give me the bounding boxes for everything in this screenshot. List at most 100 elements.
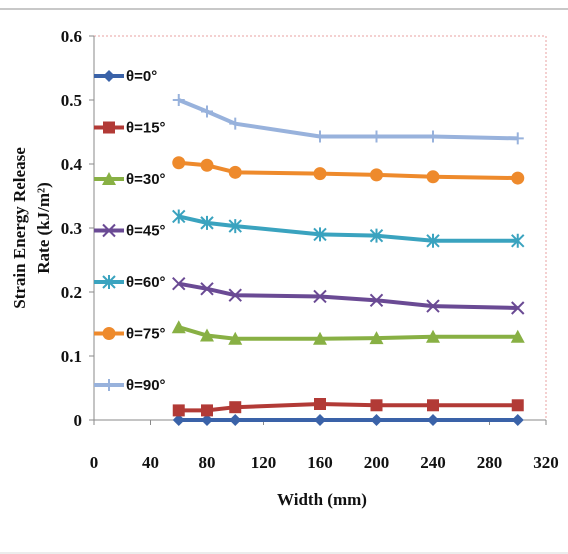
data-point <box>201 414 213 426</box>
x-tick-label: 320 <box>533 453 559 472</box>
legend-swatch-marker <box>102 327 116 340</box>
data-point <box>201 105 213 118</box>
legend-item-2: θ=30° <box>94 171 166 188</box>
data-point <box>314 414 326 426</box>
legend-item-3: θ=45° <box>94 223 166 240</box>
data-point <box>228 331 243 345</box>
legend-item-6: θ=90° <box>94 377 166 394</box>
data-point <box>511 233 525 248</box>
legend-item-1: θ=15° <box>94 120 166 137</box>
y-tick-label: 0.3 <box>61 219 82 238</box>
data-point <box>313 227 327 242</box>
legend-label: θ=30° <box>126 171 166 188</box>
x-tick-label: 40 <box>142 453 159 472</box>
data-point <box>228 165 242 179</box>
series-4 <box>172 209 525 248</box>
legend: θ=0° θ=15° θ=30° θ=45° θ=60° θ=75° θ=90° <box>94 68 166 394</box>
data-point <box>511 414 524 426</box>
data-point <box>313 167 327 181</box>
series-2 <box>171 320 525 345</box>
legend-swatch-marker <box>103 70 115 82</box>
x-tick-label: 240 <box>420 453 446 472</box>
data-point <box>172 276 186 291</box>
legend-swatch-marker <box>103 379 115 391</box>
data-point <box>172 209 186 224</box>
y-tick-label: 0.5 <box>61 91 82 110</box>
data-point <box>314 130 326 143</box>
y-axis-title-line2: Rate (kJ/m²) <box>34 182 53 274</box>
data-point <box>426 299 440 313</box>
legend-label: θ=45° <box>126 223 166 240</box>
data-point <box>370 414 383 426</box>
legend-swatch-marker <box>102 275 116 289</box>
data-point <box>427 130 439 143</box>
data-point <box>369 331 384 345</box>
data-point <box>172 94 185 106</box>
data-point <box>427 414 439 426</box>
data-point <box>313 289 327 304</box>
x-tick-label: 120 <box>251 453 277 472</box>
data-point <box>369 228 384 243</box>
data-point <box>229 414 242 426</box>
series-0 <box>172 414 524 426</box>
data-point <box>511 399 524 412</box>
data-point <box>228 288 242 302</box>
data-point <box>370 399 383 412</box>
series-6 <box>172 94 524 145</box>
data-point <box>200 328 214 342</box>
data-point <box>511 301 525 315</box>
legend-label: θ=75° <box>126 326 166 343</box>
data-point <box>370 168 383 182</box>
y-tick-label: 0.6 <box>61 27 82 46</box>
legend-label: θ=0° <box>126 68 157 85</box>
data-point <box>172 156 186 170</box>
data-point <box>172 404 185 417</box>
data-point <box>511 171 525 185</box>
data-point <box>200 215 214 230</box>
legend-swatch-marker <box>103 121 115 134</box>
y-tick-label: 0 <box>74 411 83 430</box>
data-point <box>172 414 185 426</box>
data-point <box>511 132 524 145</box>
series-3 <box>172 276 525 315</box>
data-point <box>313 331 327 345</box>
x-axis-title: Width (mm) <box>277 490 367 509</box>
data-point <box>200 158 214 172</box>
legend-swatch-marker <box>102 172 116 185</box>
data-point <box>201 404 213 417</box>
legend-label: θ=90° <box>126 377 166 394</box>
series-5 <box>172 156 525 185</box>
legend-label: θ=15° <box>126 120 166 137</box>
series-layer <box>171 94 525 426</box>
legend-item-5: θ=75° <box>94 326 166 343</box>
legend-swatch-marker <box>102 223 116 238</box>
y-tick-label: 0.2 <box>61 283 82 302</box>
data-point <box>510 329 525 343</box>
series-1 <box>172 398 524 417</box>
legend-item-0: θ=0° <box>94 68 157 85</box>
data-point <box>171 320 186 334</box>
y-tick-label: 0.4 <box>61 155 83 174</box>
legend-label: θ=60° <box>126 274 166 291</box>
x-tick-label: 160 <box>307 453 333 472</box>
data-point <box>314 398 326 410</box>
y-axis-title-line1: Strain Energy Release <box>10 147 29 309</box>
data-point <box>370 130 383 143</box>
data-point <box>228 219 242 234</box>
data-point <box>426 170 440 184</box>
x-tick-label: 80 <box>199 453 216 472</box>
x-tick-label: 0 <box>90 453 99 472</box>
x-tick-label: 200 <box>364 453 390 472</box>
data-point <box>229 401 242 414</box>
x-tick-label: 280 <box>477 453 503 472</box>
y-tick-label: 0.1 <box>61 347 82 366</box>
data-point <box>426 233 440 248</box>
legend-item-4: θ=60° <box>94 274 166 291</box>
axes: 0 0.1 0.2 0.3 0.4 0.5 0.6 0 40 80 120 160 200 240 280 3… <box>61 27 559 472</box>
data-point <box>200 282 214 296</box>
data-point <box>369 293 384 308</box>
data-point <box>229 117 242 130</box>
data-point <box>427 399 439 412</box>
data-point <box>426 329 440 343</box>
